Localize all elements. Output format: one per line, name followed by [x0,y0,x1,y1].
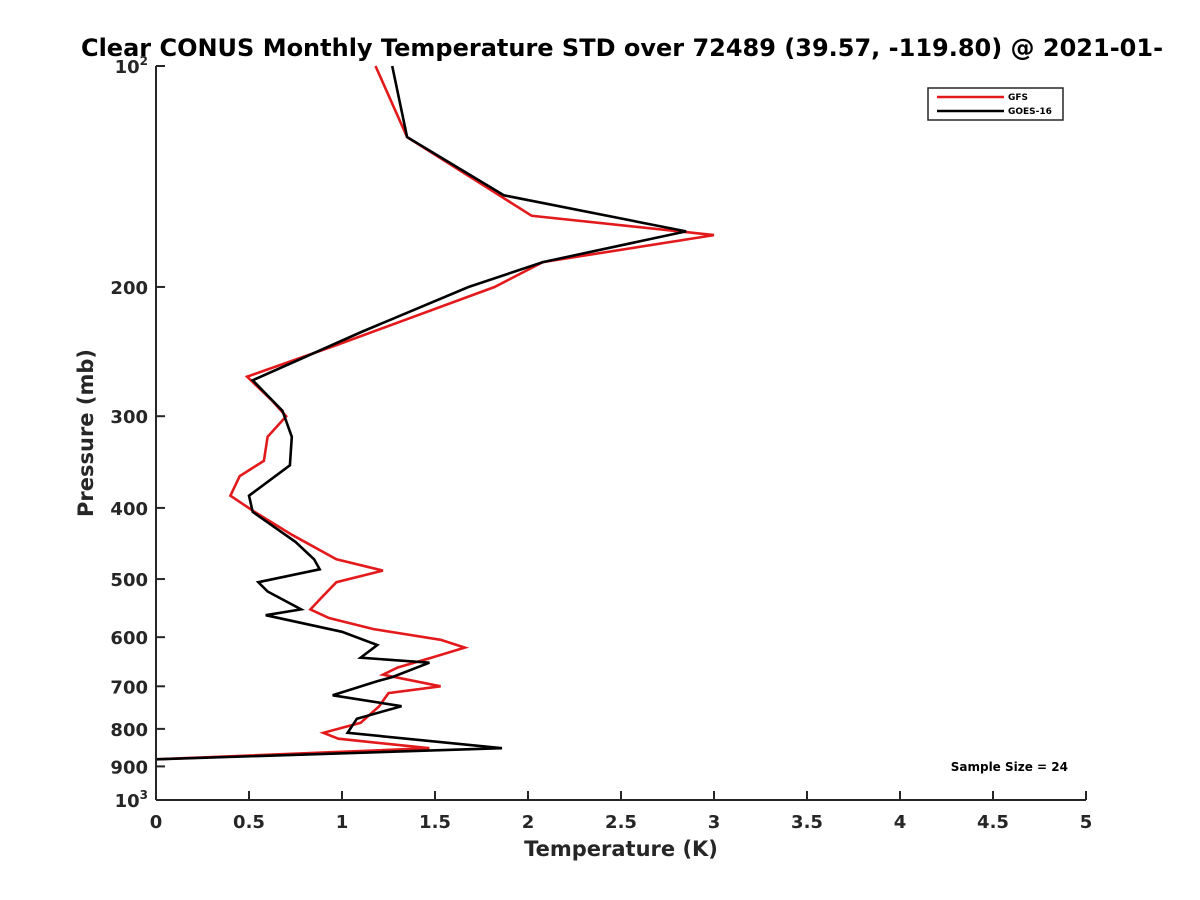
axes [155,66,1086,801]
x-tick-label: 1 [336,812,349,833]
x-tick-label: 3 [708,812,721,833]
y-tick-exponent: 3 [140,788,148,802]
y-tick-base: 10 [115,57,140,78]
y-tick-label: 700 [110,677,148,698]
y-tick-label: 300 [110,407,148,428]
y-tick-exponent: 2 [140,54,148,68]
legend-box [927,87,1064,121]
y-tick-base: 10 [115,791,140,812]
legend-label-gfs: GFS [1008,93,1028,103]
y-tick-label: 103 [115,788,148,812]
y-tick-label: 600 [110,628,148,649]
x-tick-label: 1.5 [419,812,451,833]
legend-label-goes16: GOES-16 [1008,107,1052,117]
x-tick-label: 3.5 [791,812,823,833]
x-tick-label: 5 [1080,812,1093,833]
chart-title: Clear CONUS Monthly Temperature STD over… [81,34,1163,62]
x-tick-label: 0.5 [233,812,265,833]
legend: GFS GOES-16 [927,87,1064,121]
series-line-gfs [155,65,715,761]
x-ticks: 0 0.5 1 1.5 2 2.5 3 3.5 4 4.5 5 [150,791,1093,833]
sample-size-annotation: Sample Size = 24 [951,760,1068,774]
y-axis-label: Pressure (mb) [74,349,98,517]
x-tick-label: 2.5 [605,812,637,833]
series-line-goes16 [155,65,687,761]
x-tick-label: 0 [150,812,163,833]
y-tick-label: 900 [110,757,148,778]
x-tick-label: 4 [894,812,907,833]
y-tick-label: 200 [110,278,148,299]
x-tick-label: 4.5 [977,812,1009,833]
series-layer [155,65,715,761]
x-tick-label: 2 [522,812,535,833]
y-tick-label: 800 [110,720,148,741]
x-axis-label: Temperature (K) [524,837,718,861]
y-tick-label: 400 [110,499,148,520]
y-tick-label: 102 [115,54,148,78]
y-tick-label: 500 [110,570,148,591]
